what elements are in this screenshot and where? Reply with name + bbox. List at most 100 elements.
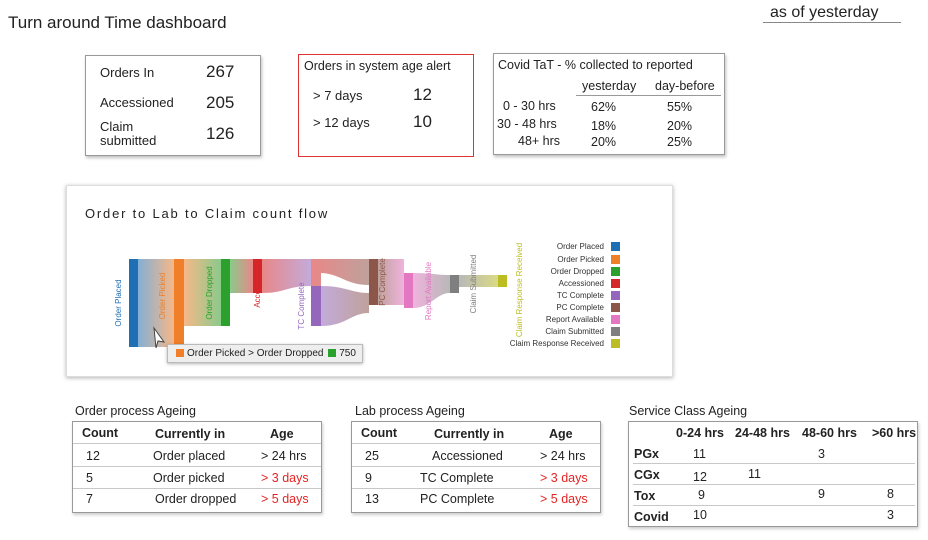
link-claim-submitted-to-claim-response[interactable]: [459, 275, 498, 287]
legend-label: Order Placed: [557, 242, 604, 251]
legend-swatch: [611, 255, 620, 264]
link-tc-to-pc-complete[interactable]: [321, 286, 369, 326]
lab-ageing-table: Count Currently in Age 25 Accessioned > …: [351, 421, 601, 513]
table-cell-currently-in: Order dropped: [155, 492, 237, 506]
service-cell: 11: [748, 467, 761, 481]
service-col-24-48: 24-48 hrs: [735, 426, 790, 440]
age-alert-row-label: > 12 days: [313, 115, 370, 130]
age-alert-row-label: > 7 days: [313, 88, 363, 103]
order-ageing-col-count: Count: [82, 426, 119, 440]
node-label-order-dropped: Order Dropped: [205, 266, 214, 319]
link-order-dropped-to-accessioned[interactable]: [230, 259, 253, 293]
sankey-title: Order to Lab to Claim count flow: [85, 206, 330, 221]
service-cell: 12: [693, 470, 707, 484]
table-cell-age-alert: > 5 days: [261, 492, 309, 506]
table-cell-age-alert: > 5 days: [540, 492, 588, 506]
sankey-tooltip: Order Picked > Order Dropped 750: [167, 344, 363, 363]
node-accessioned[interactable]: [253, 259, 262, 293]
node-order-placed[interactable]: [129, 259, 138, 347]
node-label-pc-complete: PC Complete: [378, 258, 387, 306]
legend-swatch: [611, 279, 620, 288]
node-label-claim-response-received: Claim Response Received: [515, 243, 524, 337]
node-label-order-placed: Order Placed: [114, 279, 123, 326]
covid-row-daybefore: 20%: [667, 119, 693, 133]
node-order-dropped[interactable]: [221, 259, 230, 326]
legend-swatch: [611, 242, 620, 251]
node-pc-complete[interactable]: [369, 259, 378, 305]
covid-row-daybefore: 55%: [667, 100, 693, 114]
lab-ageing-col-currently-in: Currently in: [434, 427, 505, 441]
covid-row-yesterday: 62%: [591, 100, 617, 114]
covid-row-label: 48+ hrs: [518, 134, 561, 148]
legend-swatch: [611, 327, 620, 336]
service-cell: 9: [698, 488, 705, 502]
sankey-chart[interactable]: Order Placed Order Picked Order Dropped …: [67, 186, 674, 378]
service-col-60-plus: >60 hrs: [872, 426, 917, 440]
table-cell-count: 9: [365, 471, 372, 485]
order-ageing-col-age: Age: [270, 427, 294, 441]
tooltip-swatch-to: [328, 349, 337, 357]
legend-label: TC Complete: [557, 291, 605, 300]
link-accessioned-to-tc-complete[interactable]: [262, 259, 311, 293]
service-ageing-table: 0-24 hrs 24-48 hrs 48-60 hrs >60 hrs PGx…: [628, 421, 918, 527]
table-cell-currently-in: PC Complete: [420, 492, 495, 506]
node-label-report-available: Report Available: [424, 261, 433, 320]
service-ageing-divider: [633, 463, 915, 464]
table-cell-currently-in: Accessioned: [432, 449, 503, 463]
link-report-available-to-claim-submitted[interactable]: [413, 273, 450, 308]
order-ageing-title: Order process Ageing: [75, 404, 196, 418]
service-row-name: Covid: [634, 510, 669, 524]
table-cell-count: 5: [86, 471, 93, 485]
link-pc-complete-to-report-available[interactable]: [378, 259, 404, 305]
legend-swatch: [611, 267, 620, 276]
legend-swatch: [611, 291, 620, 300]
lab-ageing-col-count: Count: [361, 426, 398, 440]
accessioned-label: Accessioned: [100, 95, 174, 110]
tooltip-to: Order Dropped: [256, 348, 324, 359]
table-cell-currently-in: TC Complete: [420, 471, 494, 485]
table-cell-count: 7: [86, 492, 93, 506]
age-alert-row-value: 12: [413, 85, 432, 104]
table-cell-currently-in: Order placed: [153, 449, 226, 463]
link-accessioned-to-pc-complete[interactable]: [311, 259, 369, 286]
service-col-48-60: 48-60 hrs: [802, 426, 857, 440]
legend-label: Order Picked: [557, 255, 604, 264]
node-report-available[interactable]: [404, 273, 413, 308]
table-cell-age-alert: > 3 days: [540, 471, 588, 485]
node-tc-complete[interactable]: [311, 286, 321, 326]
service-ageing-title: Service Class Ageing: [629, 404, 748, 418]
service-cell: 10: [693, 508, 707, 522]
as-of-underline: [763, 22, 901, 23]
age-alert-card: Orders in system age alert > 7 days 12 >…: [298, 54, 474, 157]
link-order-picked-to-order-dropped[interactable]: [184, 259, 221, 326]
page-title: Turn around Time dashboard: [8, 13, 227, 32]
covid-header-divider: [576, 95, 721, 96]
covid-row-yesterday: 20%: [591, 135, 617, 149]
order-ageing-table: Count Currently in Age 12 Order placed >…: [72, 421, 322, 513]
node-claim-response-received[interactable]: [498, 275, 507, 287]
order-ageing-divider: [73, 466, 321, 467]
table-cell-currently-in: Order picked: [153, 471, 225, 485]
link-order-placed-to-order-picked[interactable]: [138, 259, 174, 347]
service-ageing-divider: [633, 484, 915, 485]
covid-tat-card: Covid TaT - % collected to reported yest…: [493, 53, 725, 155]
service-cell: 3: [887, 508, 894, 522]
age-alert-row-value: 10: [413, 112, 432, 131]
order-ageing-col-currently-in: Currently in: [155, 427, 226, 441]
covid-col-yesterday: yesterday: [582, 79, 637, 93]
legend-label: Claim Response Received: [510, 339, 604, 348]
tooltip-arrow: >: [248, 348, 254, 359]
table-cell-count: 13: [365, 492, 379, 506]
covid-row-label: 0 - 30 hrs: [503, 99, 556, 113]
mouse-cursor-icon: [153, 326, 166, 349]
service-cell: 9: [818, 487, 825, 501]
claim-label-line1: Claim: [100, 119, 134, 134]
table-cell-count: 12: [86, 449, 100, 463]
node-label-accessioned: Accessioned: [253, 262, 262, 307]
node-order-picked[interactable]: [174, 259, 184, 347]
node-claim-submitted[interactable]: [450, 275, 459, 293]
legend-swatch: [611, 339, 620, 348]
table-cell-age-alert: > 3 days: [261, 471, 309, 485]
covid-tat-title: Covid TaT - % collected to reported: [498, 58, 693, 72]
legend-swatch: [611, 303, 620, 312]
